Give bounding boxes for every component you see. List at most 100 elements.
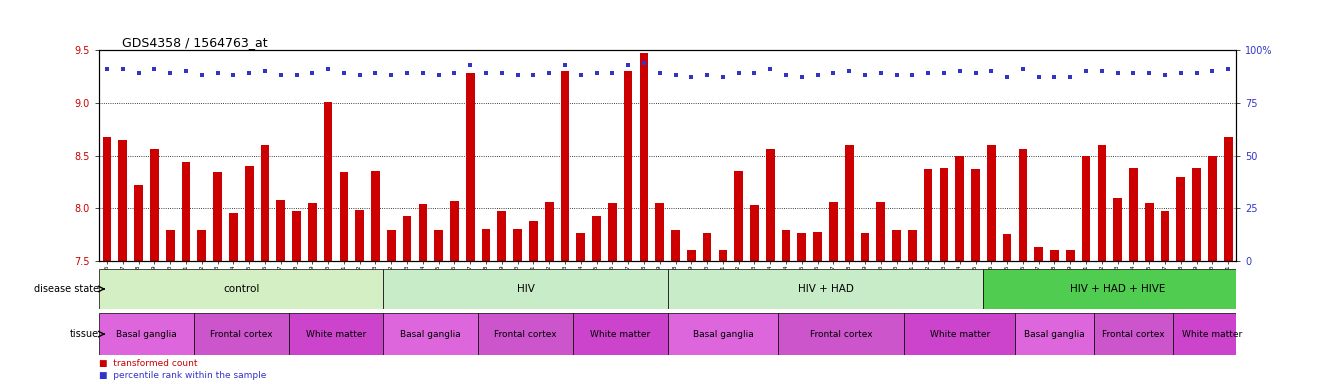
Text: HIV: HIV	[517, 284, 534, 294]
Bar	[988, 145, 995, 261]
Bar	[972, 169, 980, 261]
Point	[349, 72, 370, 78]
Bar	[356, 210, 364, 261]
Bar	[292, 212, 301, 261]
Bar	[904, 313, 1015, 355]
Bar	[608, 203, 616, 261]
Bar	[1018, 149, 1027, 261]
Bar	[419, 204, 427, 261]
Point	[476, 70, 497, 76]
Bar	[245, 166, 254, 261]
Bar	[435, 230, 443, 261]
Bar	[1034, 247, 1043, 261]
Bar	[260, 145, 270, 261]
Bar	[165, 230, 175, 261]
Point	[397, 70, 418, 76]
Bar	[1066, 250, 1075, 261]
Bar	[656, 203, 664, 261]
Point	[997, 74, 1018, 81]
Bar	[572, 313, 668, 355]
Bar	[497, 212, 506, 261]
Point	[1013, 66, 1034, 72]
Text: White matter: White matter	[929, 329, 990, 339]
Bar	[703, 233, 711, 261]
Point	[333, 70, 354, 76]
Point	[965, 70, 986, 76]
Bar	[734, 171, 743, 261]
Bar	[99, 269, 383, 309]
Bar	[181, 162, 190, 261]
Bar	[371, 171, 379, 261]
Point	[492, 70, 513, 76]
Point	[633, 60, 654, 66]
Point	[806, 72, 828, 78]
Text: Basal ganglia: Basal ganglia	[1025, 329, 1085, 339]
Bar	[719, 250, 727, 261]
Bar	[561, 71, 570, 261]
Point	[838, 68, 859, 74]
Point	[176, 68, 197, 74]
Bar	[750, 205, 759, 261]
Point	[317, 66, 338, 72]
Point	[444, 70, 465, 76]
Text: Frontal cortex: Frontal cortex	[210, 329, 272, 339]
Text: GDS4358 / 1564763_at: GDS4358 / 1564763_at	[122, 36, 267, 49]
Text: White matter: White matter	[1182, 329, 1243, 339]
Point	[792, 74, 813, 81]
Point	[365, 70, 386, 76]
Point	[1044, 74, 1066, 81]
Point	[713, 74, 734, 81]
Point	[460, 62, 481, 68]
Bar	[861, 233, 870, 261]
Point	[902, 72, 923, 78]
Bar	[592, 216, 602, 261]
Point	[1154, 72, 1175, 78]
Text: Frontal cortex: Frontal cortex	[1103, 329, 1165, 339]
Point	[270, 72, 291, 78]
Text: Basal ganglia: Basal ganglia	[401, 329, 461, 339]
Bar	[1095, 313, 1173, 355]
Bar	[197, 230, 206, 261]
Bar	[829, 202, 838, 261]
Bar	[324, 102, 332, 261]
Point	[649, 70, 670, 76]
Text: ■  percentile rank within the sample: ■ percentile rank within the sample	[99, 371, 267, 380]
Bar	[640, 53, 648, 261]
Bar	[984, 269, 1252, 309]
Bar	[481, 230, 490, 261]
Point	[412, 70, 434, 76]
Bar	[465, 73, 475, 261]
Bar	[340, 172, 348, 261]
Bar	[576, 233, 586, 261]
Bar	[383, 313, 479, 355]
Bar	[308, 203, 317, 261]
Bar	[119, 140, 127, 261]
Point	[854, 72, 875, 78]
Bar	[1113, 198, 1122, 261]
Bar	[956, 156, 964, 261]
Bar	[1224, 137, 1232, 261]
Bar	[781, 230, 791, 261]
Point	[144, 66, 165, 72]
Bar	[813, 232, 822, 261]
Bar	[779, 313, 904, 355]
Bar	[103, 137, 111, 261]
Bar	[383, 269, 668, 309]
Point	[586, 70, 607, 76]
Point	[1076, 68, 1097, 74]
Point	[760, 66, 781, 72]
Point	[192, 72, 213, 78]
Text: White matter: White matter	[305, 329, 366, 339]
Point	[570, 72, 591, 78]
Bar	[1177, 177, 1185, 261]
Point	[744, 70, 765, 76]
Point	[1218, 66, 1239, 72]
Bar	[135, 185, 143, 261]
Text: HIV + HAD + HIVE: HIV + HAD + HIVE	[1069, 284, 1165, 294]
Bar	[924, 169, 932, 261]
Text: Basal ganglia: Basal ganglia	[116, 329, 177, 339]
Point	[301, 70, 323, 76]
Point	[602, 70, 623, 76]
Bar	[545, 202, 554, 261]
Bar	[797, 233, 806, 261]
